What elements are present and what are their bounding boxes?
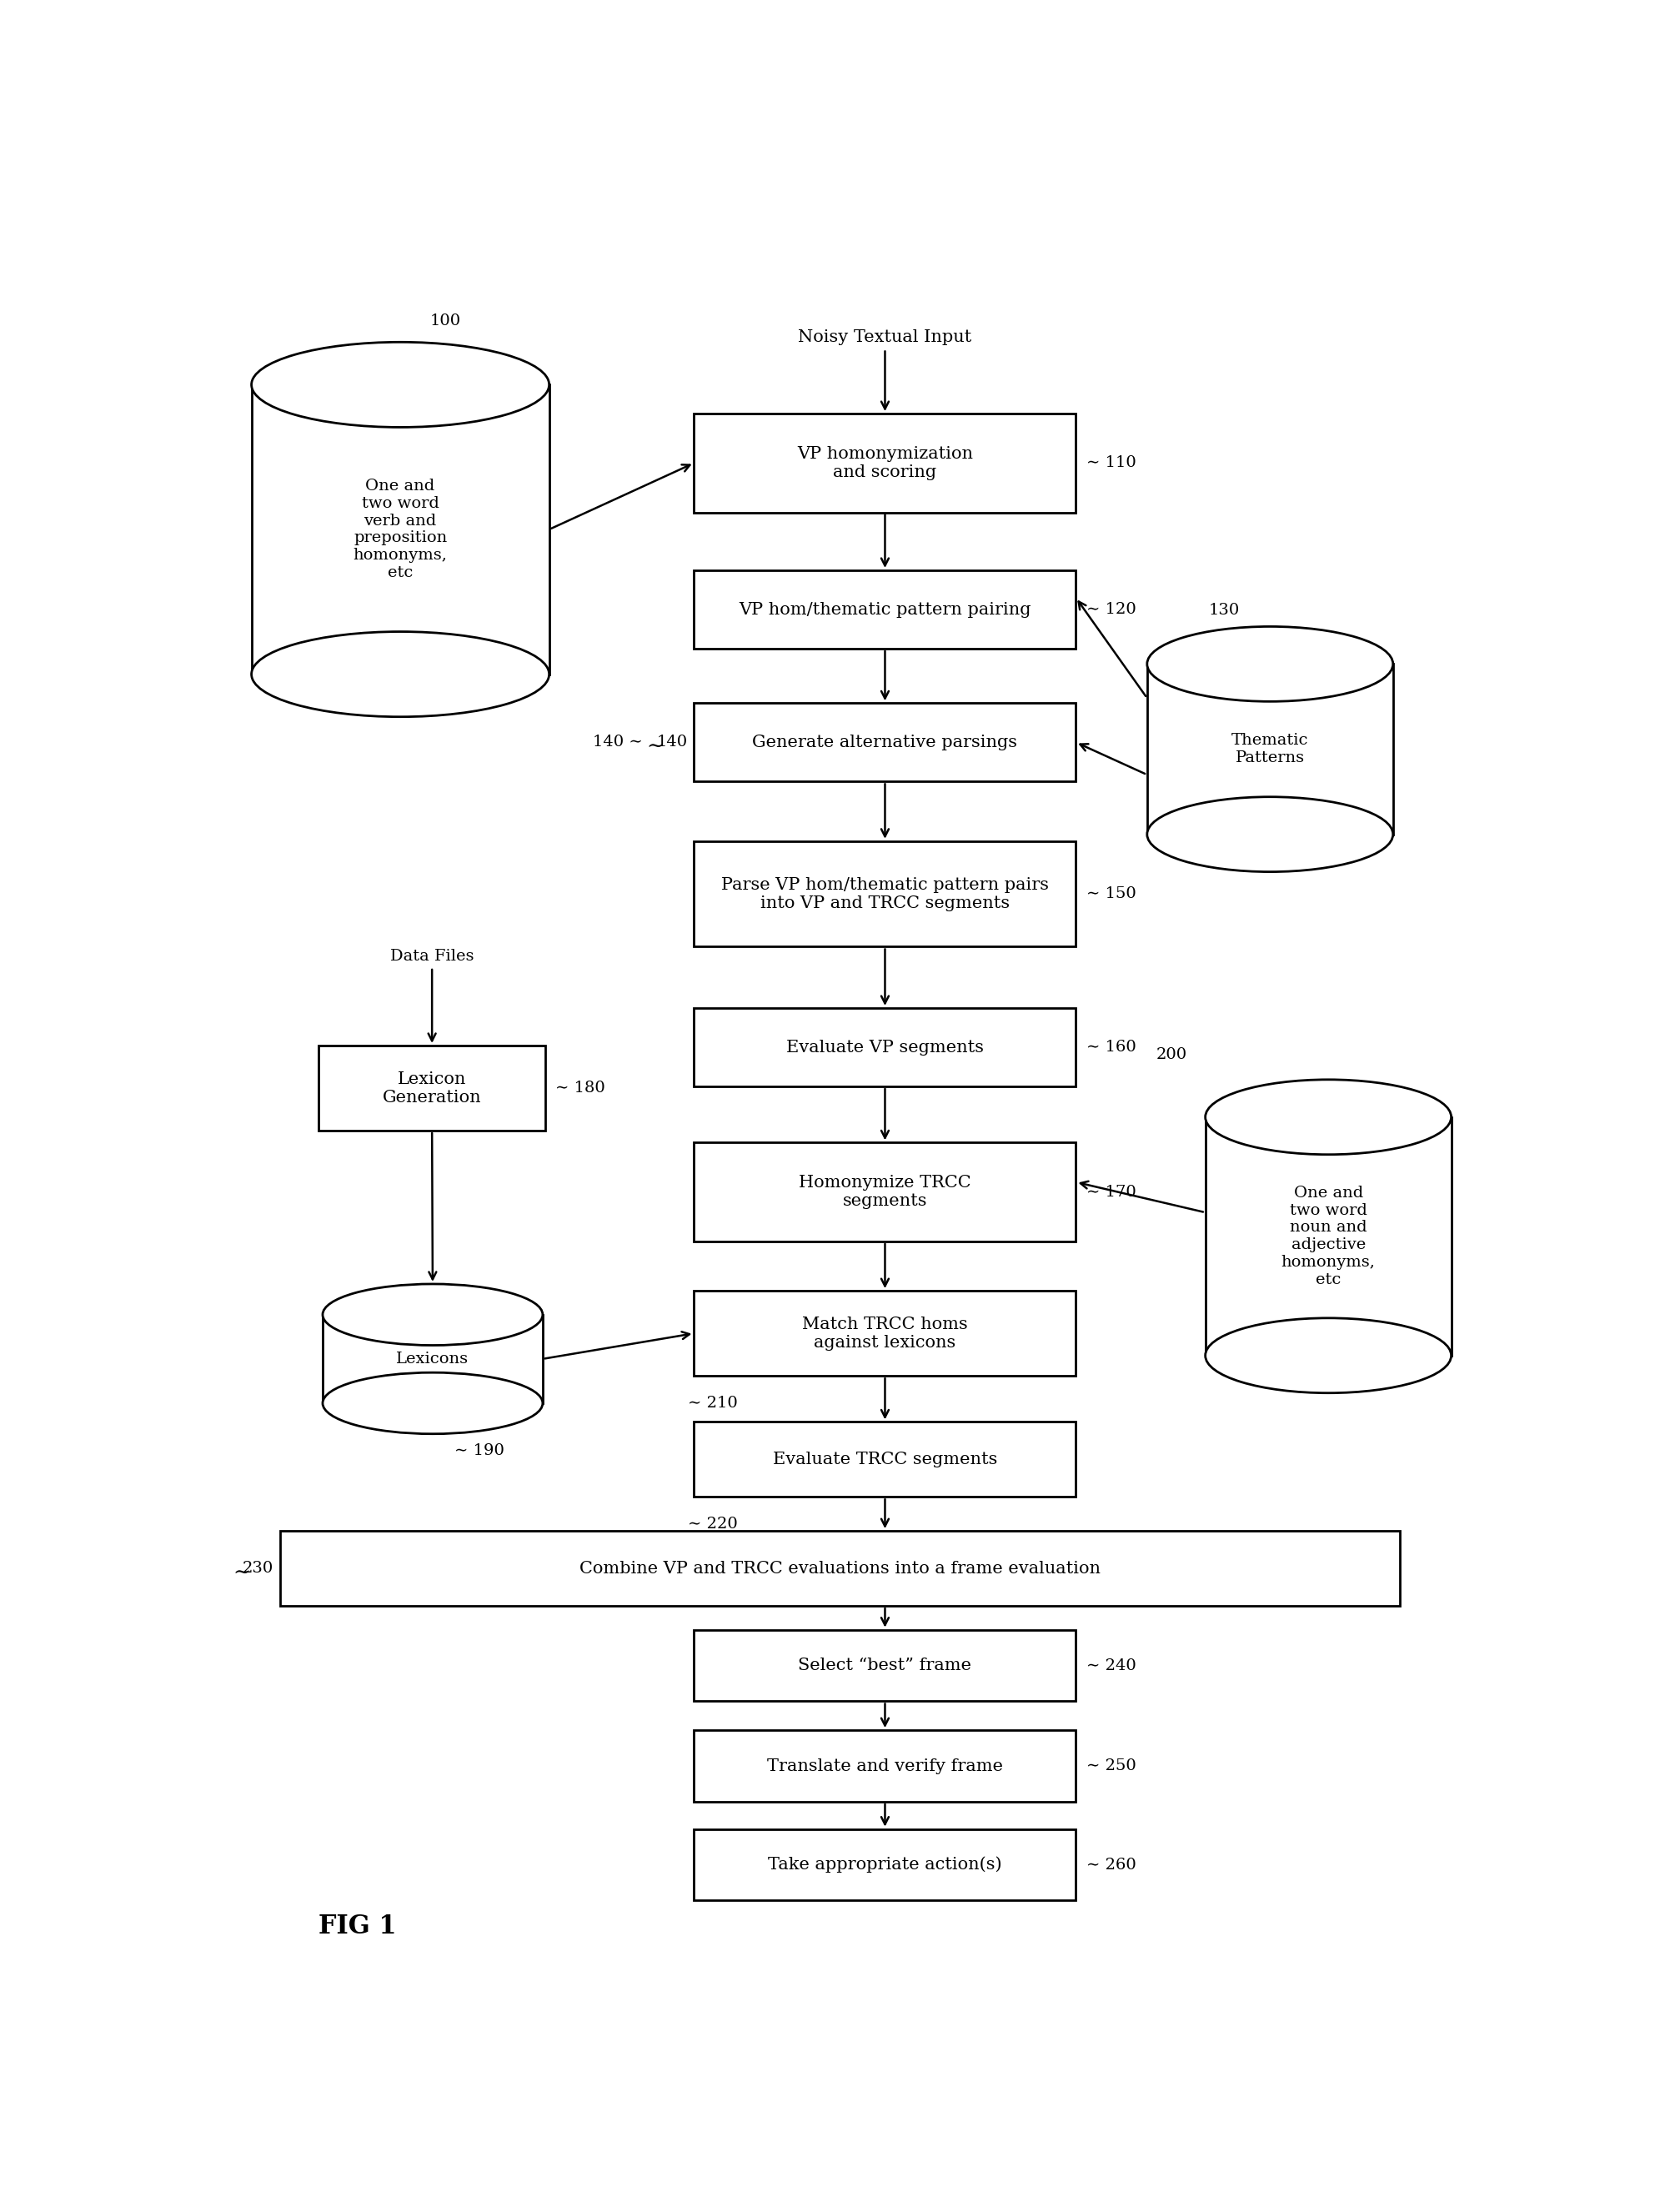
Text: One and
two word
verb and
preposition
homonyms,
etc: One and two word verb and preposition ho… bbox=[354, 478, 448, 580]
Bar bbox=[695, 1630, 1075, 1701]
Text: Take appropriate action(s): Take appropriate action(s) bbox=[768, 1856, 1002, 1874]
Text: ∼: ∼ bbox=[646, 739, 665, 757]
Text: VP homonymization
and scoring: VP homonymization and scoring bbox=[797, 447, 974, 480]
Text: Lexicons: Lexicons bbox=[396, 1352, 469, 1367]
Bar bbox=[695, 1730, 1075, 1803]
Bar bbox=[695, 1144, 1075, 1241]
Text: Generate alternative parsings: Generate alternative parsings bbox=[753, 734, 1017, 750]
Text: FIG 1: FIG 1 bbox=[319, 1913, 397, 1940]
Bar bbox=[281, 1531, 1399, 1606]
Text: Thematic
Patterns: Thematic Patterns bbox=[1231, 732, 1309, 765]
Bar bbox=[695, 703, 1075, 781]
Ellipse shape bbox=[1147, 796, 1393, 872]
Text: ∼ 110: ∼ 110 bbox=[1086, 456, 1136, 471]
Text: ∼ 120: ∼ 120 bbox=[1086, 602, 1136, 617]
Text: Parse VP hom/thematic pattern pairs
into VP and TRCC segments: Parse VP hom/thematic pattern pairs into… bbox=[721, 876, 1049, 911]
Bar bbox=[322, 1314, 543, 1402]
Text: 100: 100 bbox=[431, 314, 461, 327]
Bar bbox=[252, 385, 549, 675]
Bar bbox=[319, 1046, 544, 1130]
Text: Combine VP and TRCC evaluations into a frame evaluation: Combine VP and TRCC evaluations into a f… bbox=[579, 1559, 1101, 1577]
Text: ∼: ∼ bbox=[232, 1564, 250, 1584]
Bar bbox=[695, 1829, 1075, 1900]
Text: 230: 230 bbox=[242, 1562, 274, 1575]
Ellipse shape bbox=[252, 633, 549, 717]
Text: ∼ 180: ∼ 180 bbox=[556, 1082, 606, 1095]
Bar bbox=[695, 841, 1075, 947]
Text: Lexicon
Generation: Lexicon Generation bbox=[382, 1071, 481, 1106]
Text: ∼ 220: ∼ 220 bbox=[688, 1517, 738, 1531]
Text: Evaluate VP segments: Evaluate VP segments bbox=[787, 1040, 984, 1055]
Text: ∼ 190: ∼ 190 bbox=[454, 1444, 504, 1458]
Text: Match TRCC homs
against lexicons: Match TRCC homs against lexicons bbox=[802, 1316, 969, 1352]
Bar bbox=[695, 1292, 1075, 1376]
Text: 200: 200 bbox=[1156, 1048, 1187, 1062]
Text: ∼ 240: ∼ 240 bbox=[1086, 1659, 1136, 1672]
Bar bbox=[695, 1009, 1075, 1086]
Ellipse shape bbox=[1206, 1079, 1451, 1155]
Text: Noisy Textual Input: Noisy Textual Input bbox=[798, 330, 972, 345]
Text: ∼ 250: ∼ 250 bbox=[1086, 1759, 1136, 1774]
Bar bbox=[695, 571, 1075, 648]
Text: ∼ 160: ∼ 160 bbox=[1086, 1040, 1136, 1055]
Ellipse shape bbox=[1147, 626, 1393, 701]
Text: 130: 130 bbox=[1209, 604, 1239, 617]
Text: VP hom/thematic pattern pairing: VP hom/thematic pattern pairing bbox=[738, 602, 1030, 617]
Text: One and
two word
noun and
adjective
homonyms,
etc: One and two word noun and adjective homo… bbox=[1281, 1186, 1376, 1287]
Text: ∼ 170: ∼ 170 bbox=[1086, 1183, 1136, 1199]
Bar bbox=[695, 414, 1075, 513]
Text: ∼ 150: ∼ 150 bbox=[1086, 887, 1136, 902]
Text: Evaluate TRCC segments: Evaluate TRCC segments bbox=[773, 1451, 997, 1467]
Bar bbox=[695, 1422, 1075, 1498]
Ellipse shape bbox=[322, 1283, 543, 1345]
Text: Homonymize TRCC
segments: Homonymize TRCC segments bbox=[798, 1175, 972, 1210]
Text: Translate and verify frame: Translate and verify frame bbox=[767, 1759, 1004, 1774]
Text: 140: 140 bbox=[656, 734, 688, 750]
Ellipse shape bbox=[1206, 1318, 1451, 1394]
Text: ∼ 260: ∼ 260 bbox=[1086, 1858, 1136, 1871]
Text: Select “best” frame: Select “best” frame bbox=[798, 1657, 972, 1674]
Ellipse shape bbox=[252, 343, 549, 427]
Ellipse shape bbox=[322, 1371, 543, 1433]
Text: ∼ 210: ∼ 210 bbox=[688, 1396, 738, 1411]
Bar bbox=[1147, 664, 1393, 834]
Text: 140 ∼: 140 ∼ bbox=[593, 734, 643, 750]
Bar bbox=[1206, 1117, 1451, 1356]
Text: Data Files: Data Files bbox=[391, 949, 474, 964]
